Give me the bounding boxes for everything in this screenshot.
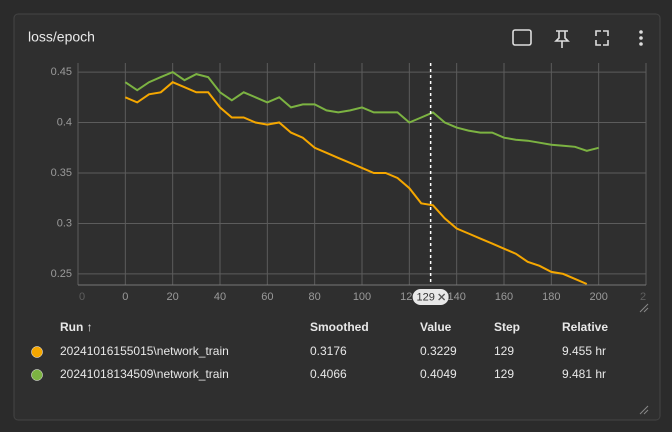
y-tick-label: 0.45 xyxy=(51,66,72,78)
column-header: Relative xyxy=(562,320,608,334)
hover-close[interactable] xyxy=(438,293,446,301)
hover-step: 129 xyxy=(416,291,434,303)
menu-dot xyxy=(639,42,643,46)
menu-dot xyxy=(639,36,643,40)
series-line xyxy=(124,81,588,285)
x-tick-label: 0 xyxy=(122,291,128,303)
hover-pill xyxy=(412,289,449,305)
x-tick-label: 200 xyxy=(589,291,607,303)
x-tick-label: 160 xyxy=(495,291,513,303)
table-cell: 9.481 hr xyxy=(562,367,606,381)
column-header: Value xyxy=(420,320,452,334)
y-tick-label: 0.3 xyxy=(57,217,72,229)
y-tick-label: 0.35 xyxy=(51,167,72,179)
menu-button[interactable] xyxy=(639,30,643,46)
x-tick-label: 100 xyxy=(353,291,371,303)
table-cell: 0.4049 xyxy=(420,367,457,381)
series-line xyxy=(124,70,599,152)
x-tick-label: 140 xyxy=(447,291,465,303)
menu-dot xyxy=(639,30,643,34)
x-tick-label: 180 xyxy=(542,291,560,303)
x-tick-label: 80 xyxy=(309,291,321,303)
x-tick-label: 0 xyxy=(79,291,85,303)
column-header: Step xyxy=(494,320,520,334)
column-header: Smoothed xyxy=(310,320,369,334)
toolbar xyxy=(512,29,609,48)
x-tick-label: 2 xyxy=(640,291,646,303)
legend-table: Run ↑ Smoothed Value Step Relative 2024101615… xyxy=(31,320,608,381)
y-tick-label: 0.25 xyxy=(51,268,72,280)
card-title: loss/epoch xyxy=(28,29,95,45)
run-name: 20241018134509\network_train xyxy=(60,367,229,381)
table-cell: 9.455 hr xyxy=(562,344,606,358)
run-color-dot xyxy=(31,369,43,381)
table-cell: 129 xyxy=(494,344,514,358)
fit-domain-button[interactable] xyxy=(512,29,532,46)
card-frame xyxy=(13,13,661,421)
fullscreen-button[interactable] xyxy=(595,30,609,46)
run-color-dot xyxy=(31,346,43,358)
table-cell: 0.4066 xyxy=(310,367,347,381)
run-name: 20241016155015\network_train xyxy=(60,344,229,358)
x-tick-label: 60 xyxy=(261,291,273,303)
table-cell: 0.3229 xyxy=(420,344,457,358)
table-cell: 129 xyxy=(494,367,514,381)
pin-button[interactable] xyxy=(554,30,570,48)
y-tick-label: 0.4 xyxy=(57,116,72,128)
resize-handle[interactable] xyxy=(639,303,649,415)
plot: 0.250.30.350.40.450 0 20 40 60 80 100 120 140 160… xyxy=(51,63,647,305)
table-cell: 0.3176 xyxy=(310,344,347,358)
column-header: Run ↑ xyxy=(60,320,93,334)
x-tick-label: 20 xyxy=(167,291,179,303)
x-tick-label: 40 xyxy=(214,291,226,303)
